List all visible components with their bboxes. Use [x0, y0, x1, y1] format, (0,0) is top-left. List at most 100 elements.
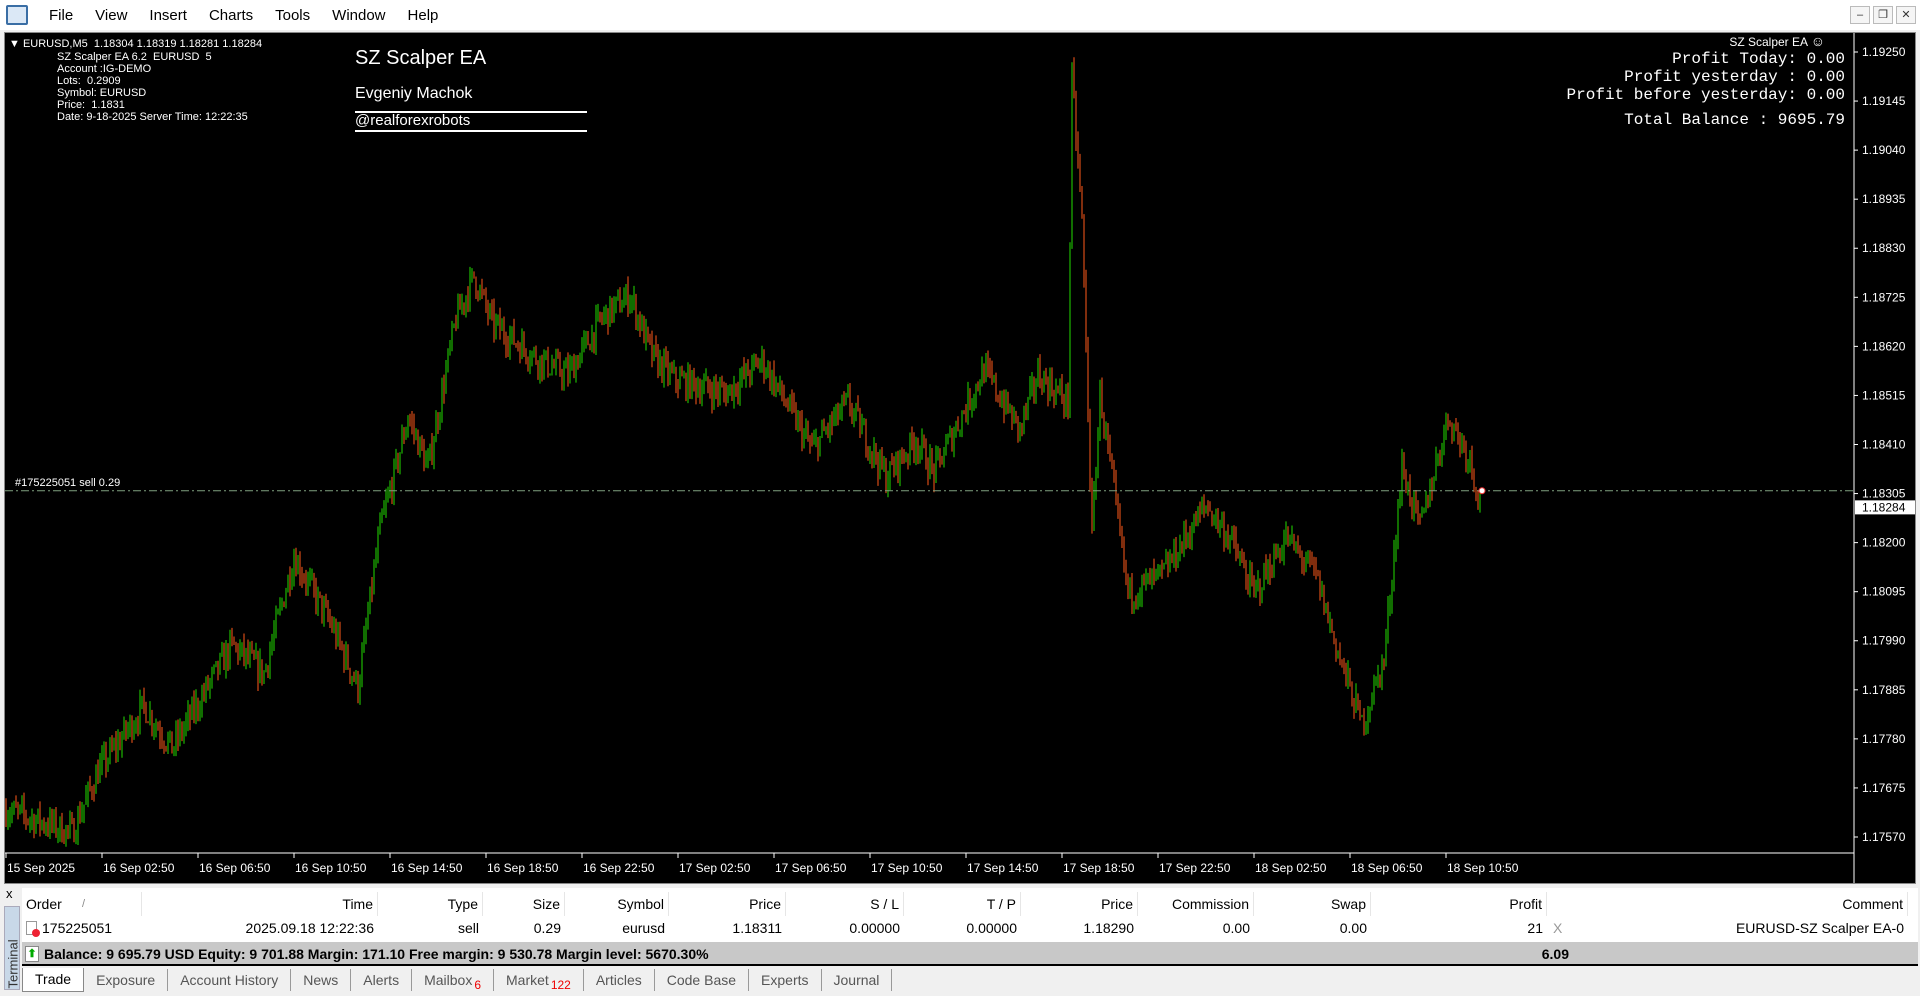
time-tick-label: 16 Sep 06:50 [199, 861, 271, 875]
terminal-side-label: Terminal [4, 906, 21, 990]
time-tick-label: 17 Sep 18:50 [1063, 861, 1135, 875]
tab-label: Experts [761, 972, 809, 988]
column-header-commission[interactable]: Commission [1138, 892, 1254, 916]
ea-badge-label: SZ Scalper EA [1729, 35, 1808, 49]
menu-file[interactable]: File [49, 6, 74, 24]
tab-label: Alerts [363, 972, 400, 988]
cell-time: 2025.09.18 12:22:36 [245, 920, 374, 936]
profit-today: Profit Today: 0.00 [1672, 50, 1845, 68]
smiley-icon[interactable]: ☺ [1810, 33, 1825, 49]
column-header-order[interactable]: Order [22, 892, 142, 916]
price-tick-label: 1.17885 [1862, 683, 1906, 697]
sort-indicator[interactable]: / [82, 898, 86, 910]
cell-order: 175225051 [26, 916, 112, 940]
ea-info-1: SZ Scalper EA 6.2 EURUSD 5 [57, 51, 212, 63]
price-tick-label: 1.18935 [1862, 192, 1906, 206]
time-tick-label: 18 Sep 10:50 [1447, 861, 1519, 875]
column-header-swap[interactable]: Swap [1254, 892, 1371, 916]
price-chart[interactable]: 1.19250 1.19145 1.19040 1.18935 1.18830 1.187… [4, 32, 1916, 884]
tab-alerts[interactable]: Alerts [351, 969, 413, 991]
price-tick-label: 1.18725 [1862, 290, 1906, 304]
tab-experts[interactable]: Experts [749, 969, 822, 991]
menu-window[interactable]: Window [332, 6, 386, 24]
time-tick-label: 17 Sep 14:50 [967, 861, 1039, 875]
column-header-cur-price[interactable]: Price [1021, 892, 1138, 916]
tab-articles[interactable]: Articles [584, 969, 655, 991]
current-price-box [1855, 500, 1915, 515]
tab-market[interactable]: Market 122 [494, 969, 584, 992]
chart-menu-triangle-icon[interactable]: ▼ [9, 38, 23, 50]
time-tick-label: 16 Sep 02:50 [103, 861, 175, 875]
close-order-icon[interactable]: X [1553, 920, 1563, 936]
column-header-comment[interactable]: Comment [1547, 892, 1908, 916]
time-tick-label: 17 Sep 22:50 [1159, 861, 1231, 875]
price-tick-label: 1.18515 [1862, 388, 1906, 402]
price-tick-label: 1.19250 [1862, 45, 1906, 59]
ea-info-2: Account :IG-DEMO [57, 63, 152, 75]
menu-help[interactable]: Help [407, 6, 439, 24]
order-line-label[interactable]: #175225051 sell 0.29 [15, 476, 121, 489]
price-tick-label: 1.18620 [1862, 339, 1906, 353]
column-header-sl[interactable]: S / L [786, 892, 904, 916]
cell-swap: 0.00 [1339, 920, 1367, 936]
restore-icon[interactable]: ❐ [1873, 6, 1893, 24]
terminal-close-icon[interactable]: x [6, 886, 13, 901]
tab-code-base[interactable]: Code Base [655, 969, 750, 991]
column-header-tp[interactable]: T / P [904, 892, 1021, 916]
menu-view[interactable]: View [95, 6, 128, 24]
total-profit: 6.09 [1541, 946, 1569, 962]
menu-tools[interactable]: Tools [275, 6, 311, 24]
time-tick-label: 17 Sep 02:50 [679, 861, 751, 875]
current-price-label: 1.18284 [1862, 500, 1906, 514]
column-header-profit[interactable]: Profit [1371, 892, 1547, 916]
price-tick-label: 1.18305 [1862, 487, 1906, 501]
tab-label: News [303, 972, 339, 988]
time-tick-label: 16 Sep 18:50 [487, 861, 559, 875]
tab-label: Market [506, 972, 549, 988]
terminal-panel: x Terminal / Order Time Type Size Symbol Price… [0, 884, 1920, 992]
ea-title: SZ Scalper EA [355, 47, 487, 69]
minimize-icon[interactable]: – [1850, 6, 1870, 24]
time-tick-label: 17 Sep 10:50 [871, 861, 943, 875]
tab-account-history[interactable]: Account History [168, 969, 292, 991]
table-row[interactable]: 175225051 2025.09.18 12:22:36 sell 0.29 euru… [22, 916, 1918, 940]
cell-cur-price: 1.18290 [1083, 920, 1134, 936]
ea-info-3: Lots: 0.2909 [57, 75, 121, 87]
tab-journal[interactable]: Journal [822, 969, 893, 991]
time-tick-label: 18 Sep 02:50 [1255, 861, 1327, 875]
column-header-type[interactable]: Type [378, 892, 483, 916]
column-header-size[interactable]: Size [483, 892, 565, 916]
tab-label: Exposure [96, 972, 156, 988]
ea-info-6: Date: 9-18-2025 Server Time: 12:22:35 [57, 111, 248, 123]
ea-badge: SZ Scalper EA ☺ [1729, 33, 1825, 50]
cell-type: sell [457, 920, 479, 936]
tab-label: Code Base [666, 972, 737, 988]
order-id: 175225051 [42, 920, 113, 936]
tab-news[interactable]: News [291, 969, 352, 991]
time-tick-label: 16 Sep 22:50 [583, 861, 655, 875]
profit-yesterday: Profit yesterday : 0.00 [1624, 68, 1845, 86]
app-logo-icon [6, 5, 28, 25]
cell-size: 0.29 [533, 920, 561, 936]
column-header-symbol[interactable]: Symbol [565, 892, 669, 916]
column-header-price[interactable]: Price [669, 892, 786, 916]
ea-info-4: Symbol: EURUSD [57, 87, 147, 99]
tab-mailbox[interactable]: Mailbox 6 [412, 969, 495, 992]
close-icon[interactable]: ✕ [1896, 6, 1916, 24]
menu-charts[interactable]: Charts [208, 6, 254, 24]
tab-trade[interactable]: Trade [22, 968, 85, 992]
cell-symbol: eurusd [622, 920, 665, 936]
time-tick-label: 16 Sep 14:50 [391, 861, 463, 875]
tab-badge: 6 [474, 978, 482, 992]
chart-ohlc: EURUSD,M5 1.18304 1.18319 1.18281 1.1828… [22, 38, 263, 50]
price-tick-label: 1.18200 [1862, 536, 1906, 550]
menu-insert[interactable]: Insert [149, 6, 187, 24]
ea-info-5: Price: 1.1831 [57, 99, 125, 111]
time-tick-label: 15 Sep 2025 [7, 861, 75, 875]
cell-comment: EURUSD-SZ Scalper EA-0 [1735, 920, 1904, 936]
tab-exposure[interactable]: Exposure [84, 969, 169, 991]
column-header-time[interactable]: Time [142, 892, 378, 916]
price-tick-label: 1.17780 [1862, 732, 1906, 746]
cell-price: 1.18311 [732, 920, 782, 936]
